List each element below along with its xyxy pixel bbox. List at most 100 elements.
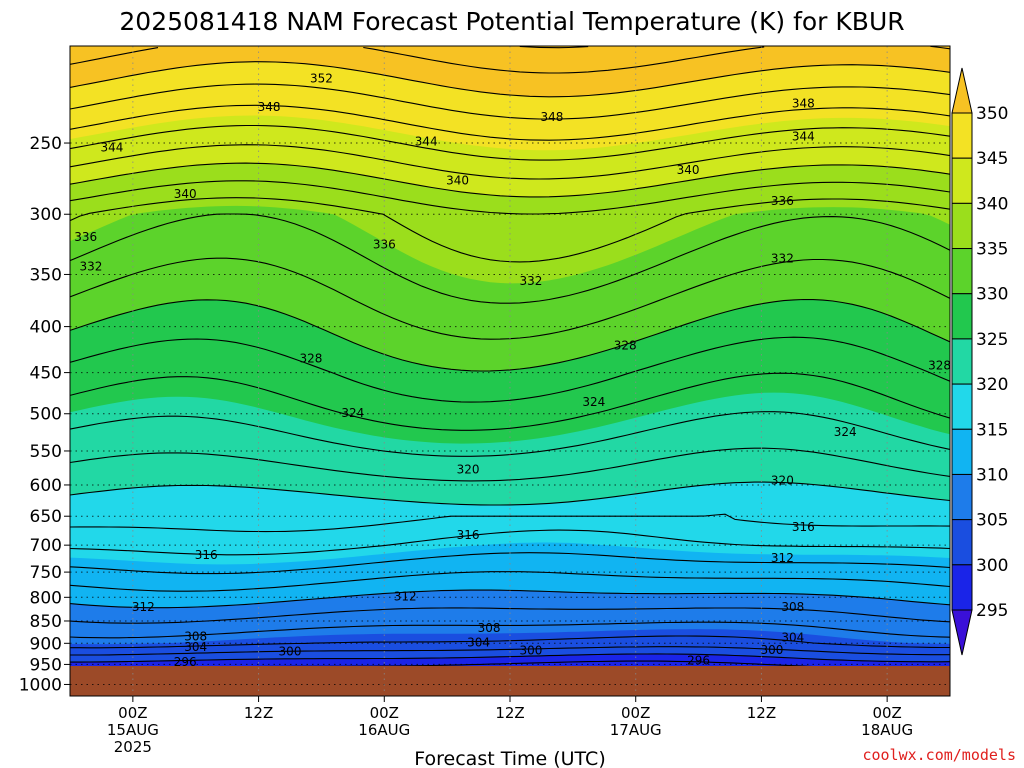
contour-line-320 — [70, 481, 950, 506]
contour-label-text: 332 — [771, 252, 794, 266]
ground-below-surface — [70, 666, 950, 696]
contour-label-text: 316 — [792, 520, 815, 534]
contour-label-text: 336 — [373, 237, 396, 251]
grid-lines — [70, 46, 950, 696]
contour-label-304-0: 304 — [184, 640, 207, 654]
y-tick-label-300: 300 — [30, 205, 62, 225]
x-tick-label-0-1: 00Z — [118, 704, 147, 722]
contour-label-328-2: 328 — [928, 359, 951, 373]
colorbar-box-7 — [951, 428, 973, 475]
colorbar-box-9 — [951, 519, 973, 566]
colorbar-box-4 — [951, 293, 973, 340]
colorbar-legend: 350 345 340 335 330 325 320 315 310 305 300 295 — [951, 67, 1008, 656]
y-tick-label-250: 250 — [30, 134, 62, 154]
contour-line-306 — [70, 621, 950, 639]
contour-line-350 — [70, 61, 950, 98]
contour-label-text: 344 — [415, 134, 438, 148]
contour-label-324-1: 324 — [582, 395, 605, 409]
contour-label-text: 300 — [279, 644, 302, 658]
contour-label-text: 316 — [195, 548, 218, 562]
contour-label-304-1: 304 — [467, 635, 490, 649]
x-tick-label-0-3: 2025 — [114, 738, 152, 756]
contour-label-320-1: 320 — [771, 473, 794, 487]
contour-line-330 — [70, 298, 950, 372]
contour-label-text: 352 — [310, 72, 333, 86]
contour-label-text: 332 — [79, 260, 102, 274]
contour-label-text: 320 — [771, 473, 794, 487]
contour-label-text: 324 — [341, 406, 364, 420]
contour-label-text: 308 — [478, 621, 501, 635]
contour-label-332-2: 332 — [771, 252, 794, 266]
y-tick-label-750: 750 — [30, 563, 62, 583]
colorbar-label-340: 340 — [976, 194, 1008, 214]
contour-label-text: 336 — [74, 230, 97, 244]
contour-label-text: 332 — [519, 274, 542, 288]
contour-label-text: 348 — [792, 97, 815, 111]
contour-label-300-0: 300 — [279, 644, 302, 658]
contour-label-312-2: 312 — [771, 551, 794, 565]
x-tick-label-72-2: 18AUG — [861, 721, 913, 739]
contour-label-text: 296 — [687, 654, 710, 668]
colorbar-box-3 — [951, 248, 973, 295]
x-tick-label-24-1: 00Z — [370, 704, 399, 722]
y-tick-label-350: 350 — [30, 265, 62, 285]
y-tick-label-600: 600 — [30, 476, 62, 496]
colorbar-box-6 — [951, 383, 973, 430]
contour-label-text: 304 — [467, 635, 490, 649]
y-tick-label-1000: 1000 — [19, 675, 62, 695]
colorbar-box-0 — [951, 112, 973, 159]
contour-label-300-1: 300 — [519, 644, 542, 658]
x-tick-label-48-2: 17AUG — [610, 721, 662, 739]
colorbar-label-310: 310 — [976, 465, 1008, 485]
contour-label-296-0: 296 — [174, 655, 197, 669]
colorbar-box-10 — [951, 564, 973, 611]
contour-line-326 — [70, 372, 950, 431]
contour-label-304-2: 304 — [781, 631, 804, 645]
colorbar-box-8 — [951, 473, 973, 521]
x-axis-title: Forecast Time (UTC) — [414, 748, 605, 768]
contour-label-340-2: 340 — [677, 163, 700, 177]
contour-label-text: 328 — [299, 351, 322, 365]
y-tick-label-700: 700 — [30, 536, 62, 556]
colorbar-box-1 — [951, 157, 973, 204]
colorbar-label-305: 305 — [976, 511, 1008, 531]
colorbar-top-arrow — [951, 67, 973, 114]
x-tick-label-0-2: 15AUG — [107, 721, 159, 739]
contour-line-316 — [70, 529, 950, 556]
contour-label-text: 312 — [132, 600, 155, 614]
contour-label-text: 328 — [614, 339, 637, 353]
contour-label-text: 300 — [519, 644, 542, 658]
contour-label-336-0: 336 — [74, 230, 97, 244]
contour-line-346 — [70, 104, 950, 141]
contour-label-text: 300 — [760, 643, 783, 657]
contour-label-text: 348 — [540, 110, 563, 124]
contour-line-344 — [70, 124, 950, 161]
contour-line-302 — [70, 646, 950, 656]
contour-label-text: 348 — [258, 100, 281, 114]
x-tick-label-48-1: 00Z — [621, 704, 650, 722]
colorbar-label-350: 350 — [976, 104, 1008, 124]
credit-link[interactable]: coolwx.com/models — [862, 746, 1016, 764]
contour-label-text: 336 — [771, 194, 794, 208]
contour-label-320-0: 320 — [457, 463, 480, 477]
y-tick-label-850: 850 — [30, 612, 62, 632]
x-tick-label-72-1: 00Z — [872, 704, 901, 722]
contour-line-340 — [70, 162, 950, 198]
colorbar-label-315: 315 — [976, 420, 1008, 440]
contour-label-308-1: 308 — [478, 621, 501, 635]
contour-label-344-1: 344 — [415, 134, 438, 148]
contour-label-text: 324 — [582, 395, 605, 409]
y-tick-label-650: 650 — [30, 507, 62, 527]
contour-line-322 — [70, 447, 950, 482]
contour-label-text: 328 — [928, 359, 951, 373]
contour-label-text: 312 — [771, 551, 794, 565]
y-tick-label-400: 400 — [30, 318, 62, 338]
contour-label-348-0: 348 — [258, 100, 281, 114]
contour-label-300-2: 300 — [760, 643, 783, 657]
y-tick-label-800: 800 — [30, 588, 62, 608]
colorbar-label-325: 325 — [976, 330, 1008, 350]
contour-label-316-1: 316 — [457, 528, 480, 542]
contour-label-text: 320 — [457, 463, 480, 477]
contour-label-336-2: 336 — [771, 194, 794, 208]
